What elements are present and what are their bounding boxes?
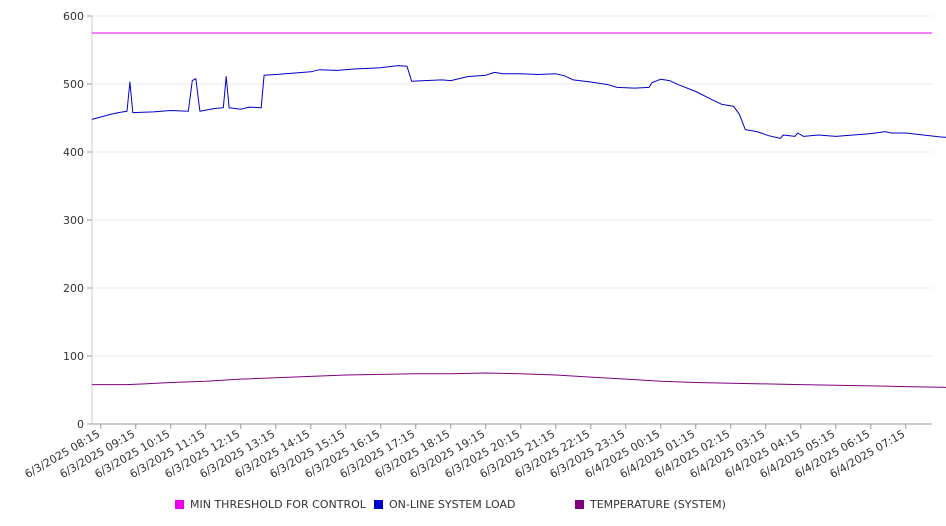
y-tick-label: 500 [63, 78, 84, 91]
x-axis: 6/3/2025 08:156/3/2025 09:156/3/2025 10:… [22, 423, 932, 481]
y-tick-label: 200 [63, 282, 84, 295]
legend-label-threshold: MIN THRESHOLD FOR CONTROL [190, 498, 366, 511]
legend-item-threshold[interactable]: MIN THRESHOLD FOR CONTROL [175, 498, 366, 511]
gridlines [92, 15, 932, 357]
legend-item-system-load[interactable]: ON-LINE SYSTEM LOAD [374, 498, 515, 511]
legend-item-temperature[interactable]: TEMPERATURE (SYSTEM) [575, 498, 726, 511]
legend-swatch-threshold [175, 500, 184, 509]
y-tick-label: 100 [63, 350, 84, 363]
y-tick-label: 400 [63, 146, 84, 159]
y-tick-label: 300 [63, 214, 84, 227]
series-line-temperature [92, 372, 946, 388]
legend-label-system-load: ON-LINE SYSTEM LOAD [389, 498, 516, 511]
y-tick-label: 600 [63, 10, 84, 23]
legend: MIN THRESHOLD FOR CONTROL ON-LINE SYSTEM… [175, 498, 775, 514]
legend-swatch-system-load [374, 500, 383, 509]
y-axis: 0 100 200 300 400 500 600 [63, 10, 93, 431]
series-line-system-load [91, 65, 946, 139]
legend-swatch-temperature [575, 500, 584, 509]
y-tick-label: 0 [77, 418, 84, 431]
plot-series [91, 32, 946, 388]
legend-label-temperature: TEMPERATURE (SYSTEM) [590, 498, 726, 511]
